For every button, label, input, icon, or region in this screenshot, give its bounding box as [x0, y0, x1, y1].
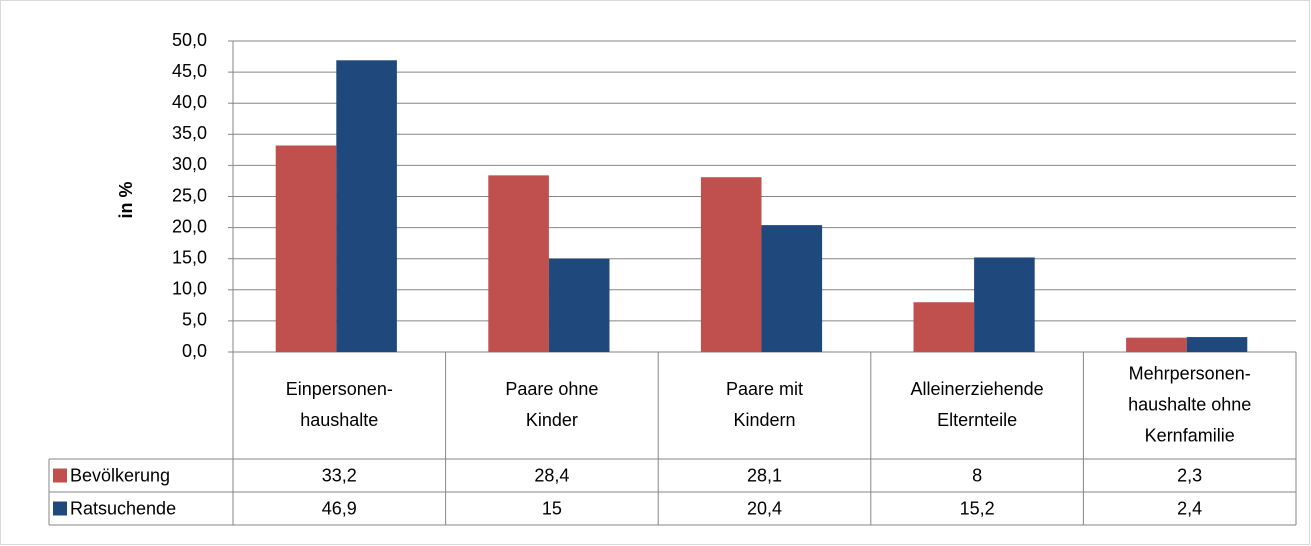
y-tick-label: 5,0	[182, 310, 207, 330]
category-label: Elternteile	[937, 410, 1017, 430]
legend-label: Bevölkerung	[70, 465, 170, 485]
table-value: 2,3	[1177, 465, 1202, 485]
y-tick-label: 0,0	[182, 341, 207, 361]
table-value: 46,9	[322, 498, 357, 518]
bar	[1126, 337, 1187, 352]
y-tick-label: 30,0	[172, 154, 207, 174]
bar	[548, 258, 610, 352]
category-label: Kernfamilie	[1145, 425, 1235, 445]
table-value: 28,4	[534, 465, 569, 485]
y-tick-label: 35,0	[172, 123, 207, 143]
y-tick-label: 50,0	[172, 30, 207, 50]
bar	[761, 225, 823, 352]
bar	[275, 145, 337, 352]
bar	[974, 257, 1035, 352]
category-label: Paare mit	[726, 379, 803, 399]
table-value: 33,2	[322, 465, 357, 485]
category-label: Einpersonen-	[286, 379, 393, 399]
category-label: Paare ohne	[505, 379, 598, 399]
bar	[488, 175, 549, 352]
category-label: Alleinerziehende	[911, 379, 1044, 399]
bar	[700, 177, 762, 352]
table-value: 8	[972, 465, 982, 485]
table-value: 28,1	[747, 465, 782, 485]
category-label: Mehrpersonen-	[1129, 363, 1251, 383]
bar	[336, 60, 397, 352]
y-tick-label: 10,0	[172, 279, 207, 299]
category-label: haushalte	[300, 410, 378, 430]
y-tick-label: 15,0	[172, 247, 207, 267]
y-tick-label: 45,0	[172, 61, 207, 81]
table-value: 15,2	[960, 498, 995, 518]
category-label: Kindern	[733, 410, 795, 430]
y-tick-label: 25,0	[172, 185, 207, 205]
category-label: Kinder	[526, 410, 578, 430]
legend-label: Ratsuchende	[70, 498, 176, 518]
bar	[913, 302, 975, 352]
legend-key	[53, 501, 67, 516]
legend-key	[53, 468, 67, 483]
table-value: 20,4	[747, 498, 782, 518]
y-tick-label: 40,0	[172, 92, 207, 112]
y-tick-label: 20,0	[172, 216, 207, 236]
table-value: 15	[542, 498, 562, 518]
y-axis-label: in %	[116, 181, 136, 218]
table-value: 2,4	[1177, 498, 1202, 518]
bar	[1186, 337, 1248, 352]
category-label: haushalte ohne	[1128, 394, 1251, 414]
